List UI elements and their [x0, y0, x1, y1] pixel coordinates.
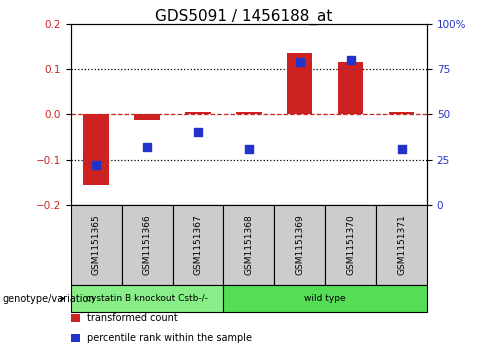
Text: GSM1151369: GSM1151369: [295, 215, 305, 276]
Text: cystatin B knockout Cstb-/-: cystatin B knockout Cstb-/-: [86, 294, 208, 303]
Point: [296, 59, 304, 65]
Text: transformed count: transformed count: [87, 313, 178, 323]
Bar: [389, 112, 414, 114]
Bar: [287, 53, 312, 114]
Text: percentile rank within the sample: percentile rank within the sample: [87, 333, 252, 343]
Text: GSM1151370: GSM1151370: [346, 215, 355, 276]
Point: [194, 130, 202, 135]
Text: GSM1151367: GSM1151367: [193, 215, 203, 276]
Text: GSM1151365: GSM1151365: [92, 215, 101, 276]
Point: [92, 162, 100, 168]
Bar: [236, 112, 262, 114]
Text: GDS5091 / 1456188_at: GDS5091 / 1456188_at: [155, 9, 333, 25]
Bar: [185, 112, 211, 114]
Text: GSM1151366: GSM1151366: [142, 215, 152, 276]
Point: [398, 146, 406, 152]
Bar: [338, 62, 364, 114]
Text: GSM1151371: GSM1151371: [397, 215, 406, 276]
Text: wild type: wild type: [305, 294, 346, 303]
Point: [245, 146, 253, 152]
Bar: [83, 114, 109, 185]
Bar: [134, 114, 160, 120]
Text: genotype/variation: genotype/variation: [2, 294, 95, 303]
Point: [347, 57, 355, 63]
Text: GSM1151368: GSM1151368: [244, 215, 253, 276]
Point: [143, 144, 151, 150]
